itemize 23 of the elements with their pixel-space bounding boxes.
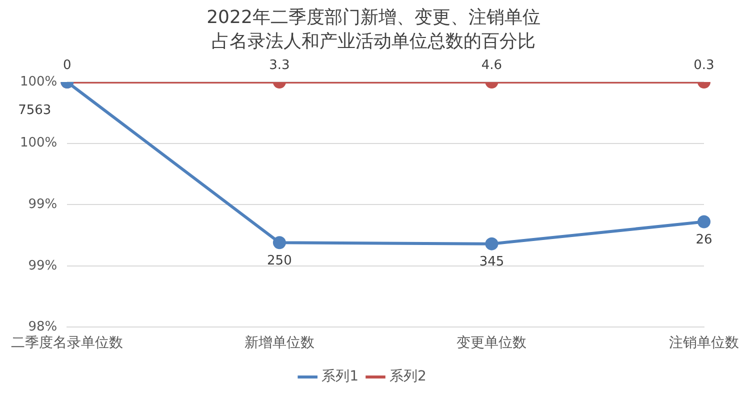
x-tick-label: 二季度名录单位数 [11,335,124,352]
legend-label: 系列1 [322,368,359,385]
annotation: 250 [267,253,292,268]
x-tick-label: 新增单位数 [244,335,314,352]
annotation: 7563 [18,102,52,118]
y-tick-label: 98% [28,320,58,335]
annotation: 0 [63,58,72,73]
legend-label: 系列2 [390,368,426,385]
x-tick-label: 注销单位数 [669,335,739,352]
point [698,215,710,228]
annotation: 0.3 [694,58,714,73]
annotation: 3.3 [269,58,290,73]
annotation: 4.6 [481,58,502,73]
y-tick-label: 100% [20,136,58,151]
point [272,236,286,250]
chart-title: 2022年二季度部门新增、变更、注销单位占名录法人和产业活动单位总数的百分比 [206,6,542,54]
annotation: 345 [479,254,504,270]
y-tick-label: 99% [28,196,58,212]
y-tick-label: 99% [28,258,58,274]
annotation: 26 [696,232,712,248]
point [485,237,498,250]
x-tick-label: 变更单位数 [456,335,527,352]
y-tick-label: 100% [20,74,58,90]
